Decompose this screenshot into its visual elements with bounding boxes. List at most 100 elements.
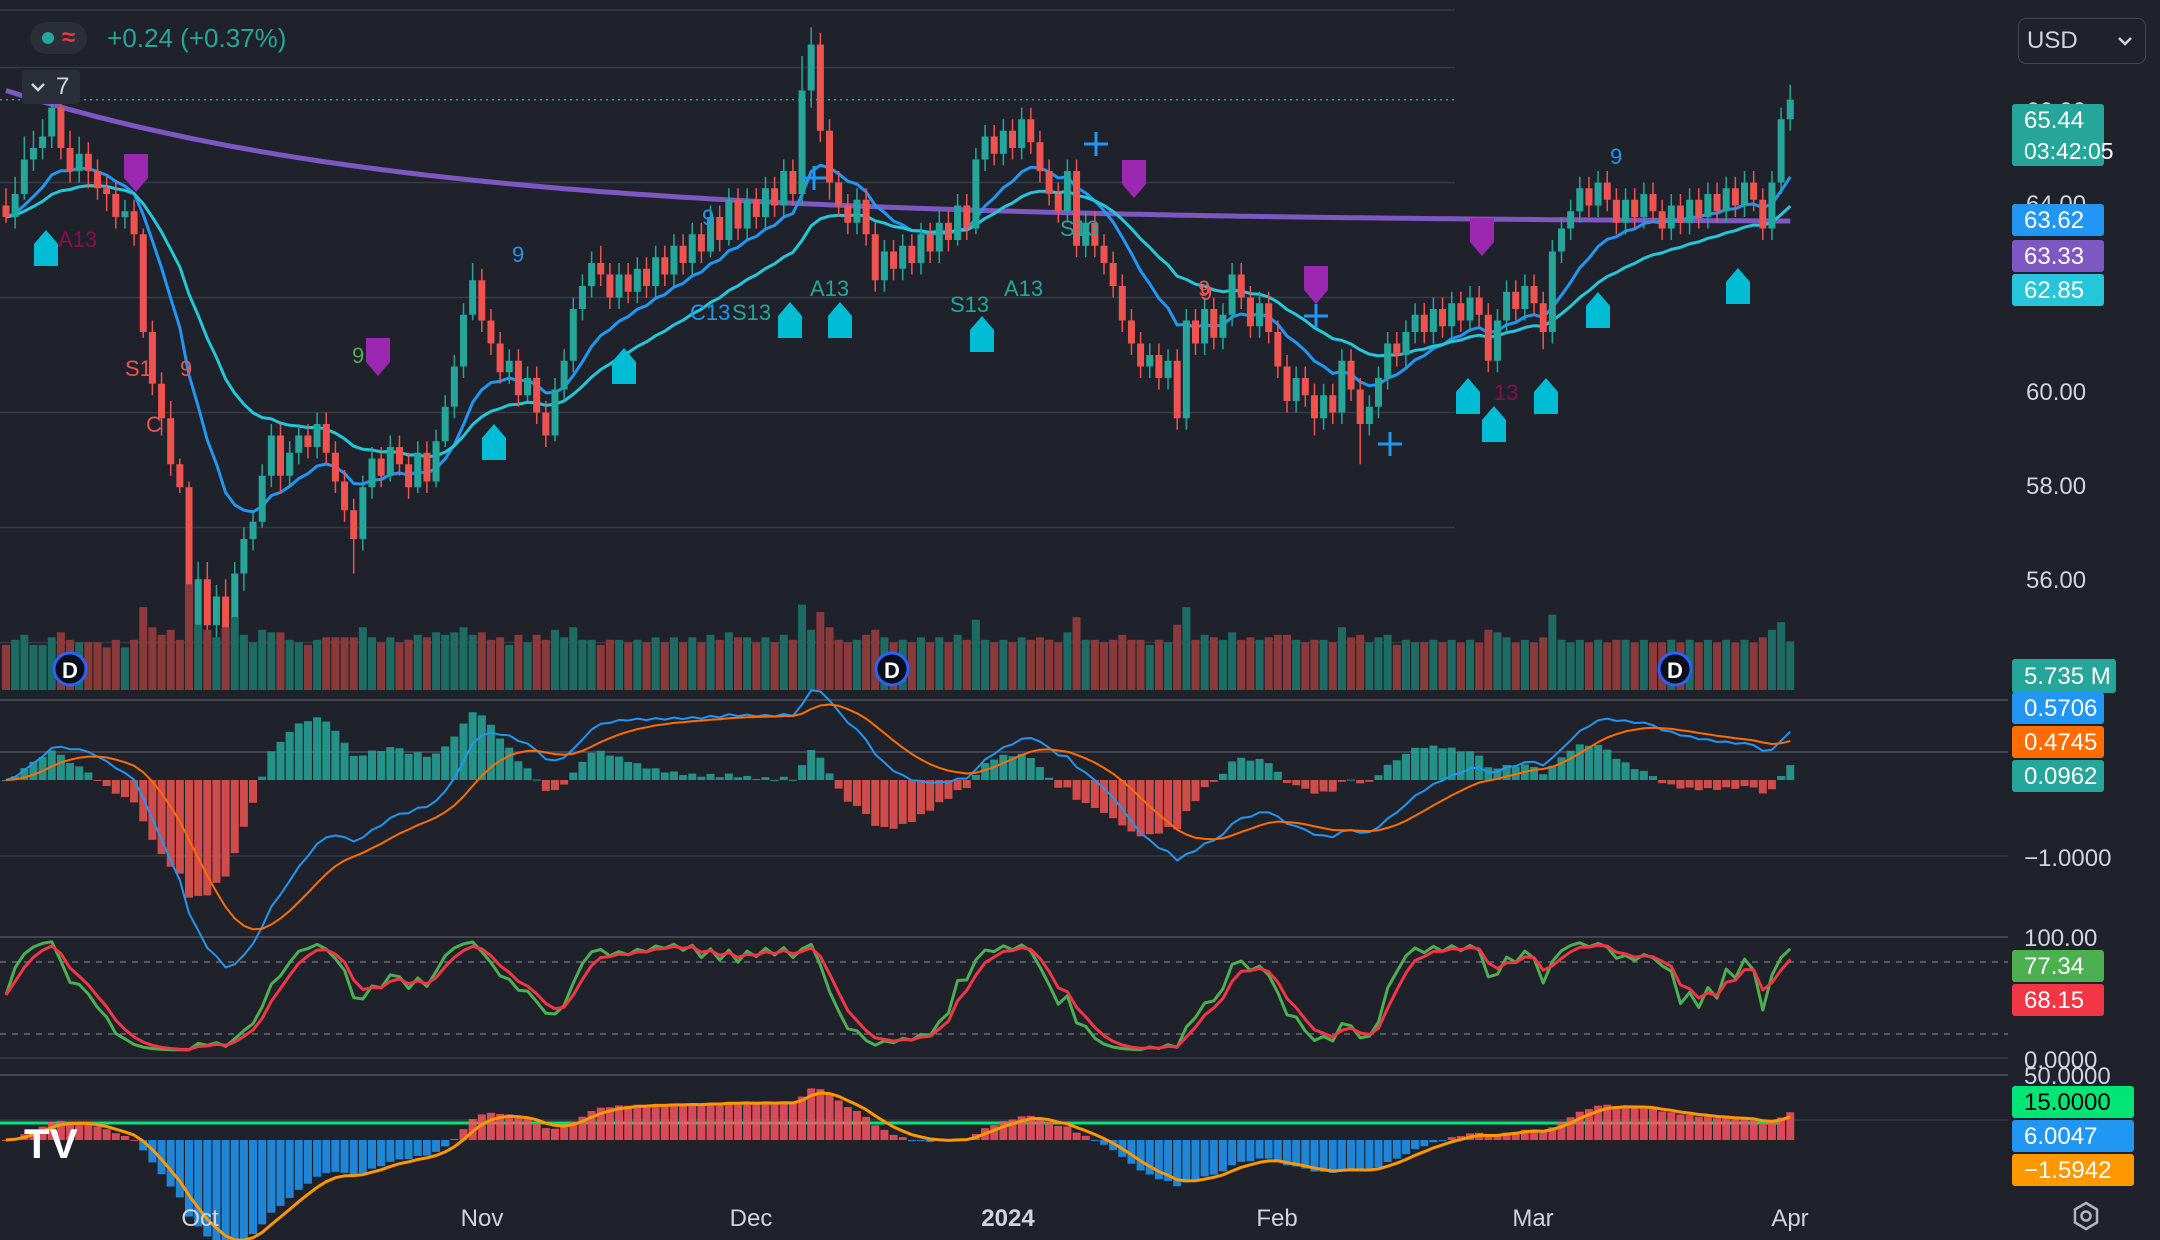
candle-body[interactable] <box>1484 314 1492 361</box>
candle-body[interactable] <box>908 245 916 263</box>
candle-body[interactable] <box>853 199 861 223</box>
candle-body[interactable] <box>963 205 971 229</box>
candle-body[interactable] <box>1759 199 1767 229</box>
candle-body[interactable] <box>524 378 532 396</box>
candle-body[interactable] <box>725 199 733 240</box>
candle-body[interactable] <box>1320 395 1328 419</box>
candle-body[interactable] <box>286 452 294 476</box>
candle-body[interactable] <box>1137 343 1145 367</box>
candle-body[interactable] <box>1192 320 1199 344</box>
stochastic-pane[interactable] <box>4 940 1792 1052</box>
candle-body[interactable] <box>771 188 779 206</box>
candle-body[interactable] <box>835 182 843 206</box>
candle-body[interactable] <box>880 251 888 281</box>
event-arrow-down-icon[interactable] <box>366 338 390 376</box>
candle-body[interactable] <box>1512 291 1520 309</box>
candle-body[interactable] <box>807 44 815 91</box>
candle-body[interactable] <box>816 44 824 131</box>
event-arrow-up-icon[interactable] <box>612 348 636 384</box>
candle-body[interactable] <box>1237 274 1245 298</box>
candle-body[interactable] <box>1576 188 1584 212</box>
candle-body[interactable] <box>1777 119 1785 183</box>
candle-body[interactable] <box>386 447 394 476</box>
candle-body[interactable] <box>112 194 120 217</box>
candle-body[interactable] <box>1054 194 1062 212</box>
candle-body[interactable] <box>94 171 101 189</box>
candle-body[interactable] <box>780 171 788 206</box>
candle-body[interactable] <box>1713 194 1721 212</box>
candle-body[interactable] <box>66 148 74 171</box>
candle-body[interactable] <box>295 435 303 453</box>
dividend-marker[interactable] <box>52 651 88 687</box>
candle-body[interactable] <box>478 280 486 321</box>
candle-body[interactable] <box>1393 343 1401 356</box>
candle-body[interactable] <box>231 573 239 649</box>
event-arrow-down-icon[interactable] <box>1470 218 1494 256</box>
candle-body[interactable] <box>707 217 715 252</box>
candle-body[interactable] <box>844 205 852 223</box>
candle-body[interactable] <box>1594 182 1602 206</box>
candle-body[interactable] <box>414 452 422 488</box>
candle-body[interactable] <box>158 383 166 419</box>
candle-body[interactable] <box>350 510 358 539</box>
candle-body[interactable] <box>1548 251 1556 333</box>
candle-body[interactable] <box>1503 291 1511 321</box>
candle-body[interactable] <box>39 136 47 149</box>
candle-body[interactable] <box>1631 199 1639 217</box>
candle-body[interactable] <box>1283 366 1291 402</box>
candle-body[interactable] <box>1686 199 1694 223</box>
candle-body[interactable] <box>1567 211 1575 229</box>
candle-body[interactable] <box>496 343 504 373</box>
candle-body[interactable] <box>1073 171 1081 246</box>
candle-body[interactable] <box>542 412 550 436</box>
candle-body[interactable] <box>1356 389 1364 425</box>
candle-body[interactable] <box>679 245 687 263</box>
candle-body[interactable] <box>743 199 751 229</box>
candle-body[interactable] <box>1100 245 1108 263</box>
candle-body[interactable] <box>1640 194 1648 217</box>
event-arrow-down-icon[interactable] <box>1122 160 1146 198</box>
candle-body[interactable] <box>1649 194 1657 212</box>
candle-body[interactable] <box>1301 378 1309 396</box>
candle-body[interactable] <box>29 148 37 160</box>
candle-body[interactable] <box>752 199 760 217</box>
event-arrow-up-icon[interactable] <box>1456 378 1480 414</box>
candle-body[interactable] <box>1539 303 1547 332</box>
candle-body[interactable] <box>1009 130 1016 148</box>
time-axis[interactable]: Oct Nov Dec 2024 Feb Mar Apr TV <box>24 1120 1809 1232</box>
candle-body[interactable] <box>377 458 385 476</box>
candle-body[interactable] <box>1256 303 1264 327</box>
candle-body[interactable] <box>359 487 367 539</box>
candle-body[interactable] <box>1722 188 1730 212</box>
candle-body[interactable] <box>1741 182 1748 206</box>
candle-body[interactable] <box>1228 274 1236 315</box>
candle-body[interactable] <box>1274 332 1282 367</box>
candle-body[interactable] <box>734 199 742 229</box>
candle-body[interactable] <box>167 418 175 465</box>
candle-body[interactable] <box>862 199 870 235</box>
candle-body[interactable] <box>277 435 284 476</box>
event-arrow-up-icon[interactable] <box>828 302 852 338</box>
candle-body[interactable] <box>130 211 138 235</box>
candle-body[interactable] <box>139 234 147 332</box>
candle-body[interactable] <box>1347 360 1355 390</box>
currency-select[interactable]: USD <box>2018 18 2146 64</box>
event-arrow-up-icon[interactable] <box>778 302 802 338</box>
candle-body[interactable] <box>597 263 605 275</box>
candle-body[interactable] <box>1457 303 1465 321</box>
candle-body[interactable] <box>926 234 934 252</box>
price-axis[interactable]: 66.0064.0060.0058.0056.0065.4403:42:0563… <box>2012 98 2134 1186</box>
candle-body[interactable] <box>1118 286 1126 321</box>
candle-body[interactable] <box>331 452 339 482</box>
candle-body[interactable] <box>1045 171 1053 194</box>
candle-body[interactable] <box>944 222 952 240</box>
candle-body[interactable] <box>1603 182 1611 200</box>
candle-body[interactable] <box>57 107 65 148</box>
candle-body[interactable] <box>917 234 925 263</box>
candle-body[interactable] <box>194 579 202 637</box>
candle-body[interactable] <box>1622 199 1630 223</box>
candle-body[interactable] <box>1082 222 1090 246</box>
